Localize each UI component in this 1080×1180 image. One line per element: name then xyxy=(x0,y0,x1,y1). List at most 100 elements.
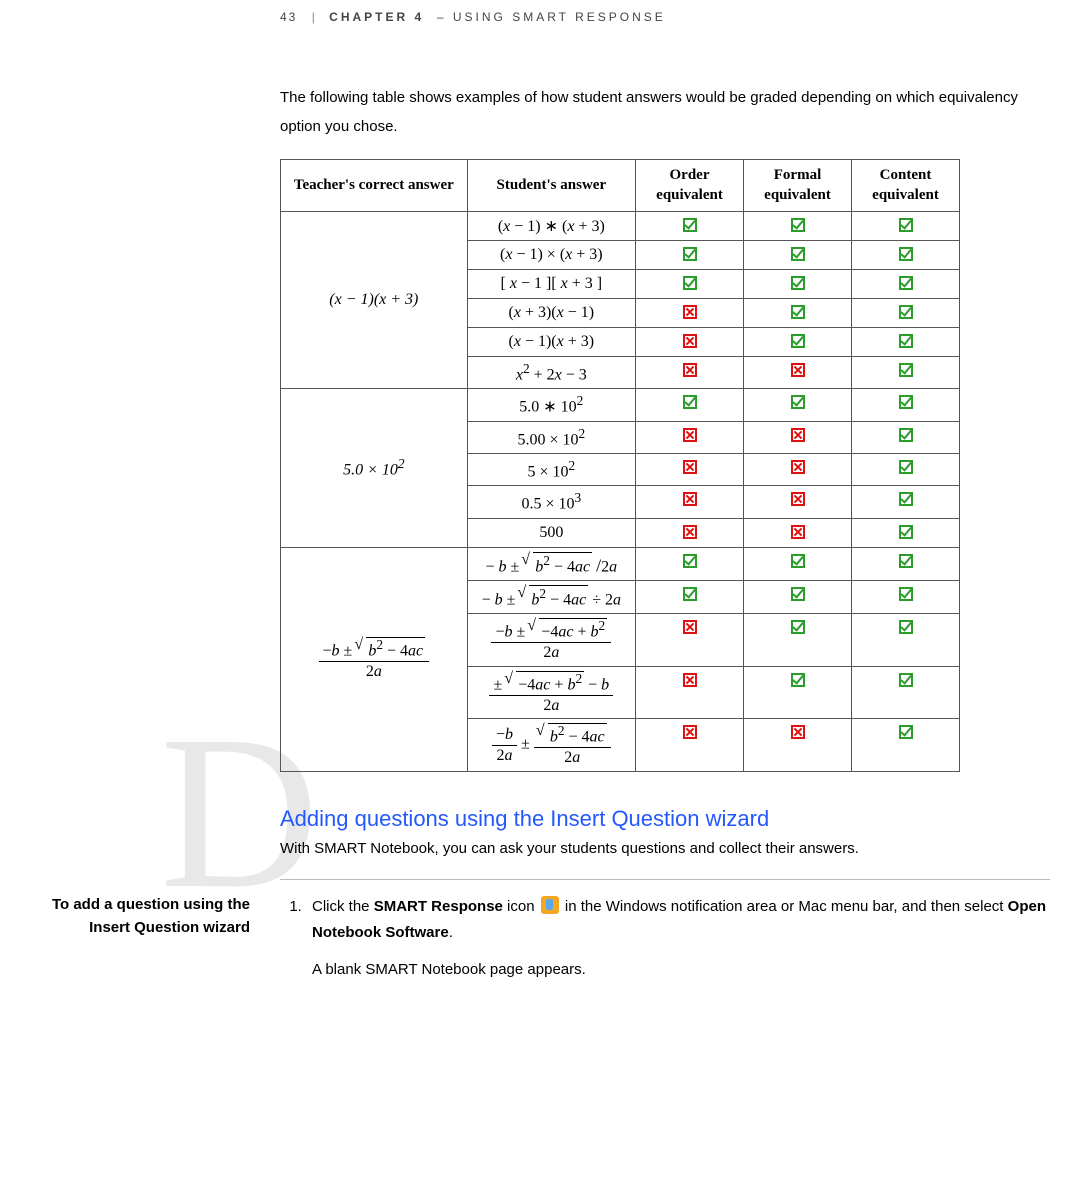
teacher-answer-cell: 5.0 × 102 xyxy=(281,389,468,547)
mark-cell xyxy=(744,328,852,357)
col-content: Content equivalent xyxy=(852,160,960,212)
section-subtext: With SMART Notebook, you can ask your st… xyxy=(280,836,1050,862)
mark-cell xyxy=(636,241,744,270)
table-header-row: Teacher's correct answer Student's answe… xyxy=(281,160,960,212)
cross-icon xyxy=(683,673,697,687)
mark-cell xyxy=(852,547,960,580)
mark-cell xyxy=(744,486,852,518)
mark-cell xyxy=(852,421,960,453)
check-icon xyxy=(899,247,913,261)
mark-cell xyxy=(852,614,960,667)
teacher-answer-cell: −b ± b2 − 4ac2a xyxy=(281,547,468,771)
check-icon xyxy=(791,620,805,634)
mark-cell xyxy=(744,614,852,667)
mark-cell xyxy=(744,241,852,270)
check-icon xyxy=(791,218,805,232)
mark-cell xyxy=(636,719,744,772)
col-formal: Formal equivalent xyxy=(744,160,852,212)
mark-cell xyxy=(852,270,960,299)
cross-icon xyxy=(791,525,805,539)
student-answer-cell: 0.5 × 103 xyxy=(467,486,635,518)
check-icon xyxy=(791,247,805,261)
cross-icon xyxy=(683,305,697,319)
intro-paragraph: The following table shows examples of ho… xyxy=(280,84,1050,141)
mark-cell xyxy=(744,547,852,580)
mark-cell xyxy=(852,666,960,719)
chapter-label: CHAPTER 4 xyxy=(329,10,424,24)
check-icon xyxy=(791,673,805,687)
check-icon xyxy=(791,334,805,348)
student-answer-cell: ± −4ac + b2 − b2a xyxy=(467,666,635,719)
mark-cell xyxy=(852,453,960,485)
mark-cell xyxy=(852,299,960,328)
cross-icon xyxy=(791,460,805,474)
mark-cell xyxy=(852,389,960,421)
student-answer-cell: − b ± b2 − 4ac /2a xyxy=(467,547,635,580)
check-icon xyxy=(899,305,913,319)
cross-icon xyxy=(683,492,697,506)
student-answer-cell: −b2a ± b2 − 4ac2a xyxy=(467,719,635,772)
col-order: Order equivalent xyxy=(636,160,744,212)
equivalency-table: Teacher's correct answer Student's answe… xyxy=(280,159,960,772)
check-icon xyxy=(899,334,913,348)
mark-cell xyxy=(636,666,744,719)
mark-cell xyxy=(636,580,744,613)
student-answer-cell: (x − 1) ∗ (x + 3) xyxy=(467,212,635,241)
mark-cell xyxy=(636,486,744,518)
mark-cell xyxy=(636,421,744,453)
smart-response-icon xyxy=(541,896,559,914)
mark-cell xyxy=(852,719,960,772)
cross-icon xyxy=(683,363,697,377)
mark-cell xyxy=(636,357,744,389)
student-answer-cell: 5 × 102 xyxy=(467,453,635,485)
mark-cell xyxy=(636,299,744,328)
cross-icon xyxy=(683,460,697,474)
cross-icon xyxy=(683,725,697,739)
check-icon xyxy=(791,587,805,601)
cross-icon xyxy=(683,334,697,348)
check-icon xyxy=(899,428,913,442)
col-student: Student's answer xyxy=(467,160,635,212)
col-teacher: Teacher's correct answer xyxy=(281,160,468,212)
mark-cell xyxy=(744,212,852,241)
mark-cell xyxy=(744,421,852,453)
mark-cell xyxy=(852,212,960,241)
check-icon xyxy=(683,554,697,568)
section-heading: Adding questions using the Insert Questi… xyxy=(280,806,1050,832)
teacher-answer-cell: (x − 1)(x + 3) xyxy=(281,212,468,389)
student-answer-cell: (x − 1)(x + 3) xyxy=(467,328,635,357)
mark-cell xyxy=(636,389,744,421)
check-icon xyxy=(683,276,697,290)
check-icon xyxy=(899,587,913,601)
divider xyxy=(280,879,1050,880)
cross-icon xyxy=(791,725,805,739)
student-answer-cell: 5.0 ∗ 102 xyxy=(467,389,635,421)
check-icon xyxy=(899,725,913,739)
check-icon xyxy=(899,276,913,290)
check-icon xyxy=(791,395,805,409)
student-answer-cell: 5.00 × 102 xyxy=(467,421,635,453)
procedure-followup: A blank SMART Notebook page appears. xyxy=(312,957,1050,983)
check-icon xyxy=(791,305,805,319)
mark-cell xyxy=(852,486,960,518)
check-icon xyxy=(899,460,913,474)
mark-cell xyxy=(636,270,744,299)
mark-cell xyxy=(852,357,960,389)
mark-cell xyxy=(744,299,852,328)
cross-icon xyxy=(791,492,805,506)
mark-cell xyxy=(636,453,744,485)
student-answer-cell: x2 + 2x − 3 xyxy=(467,357,635,389)
mark-cell xyxy=(636,328,744,357)
check-icon xyxy=(683,587,697,601)
mark-cell xyxy=(852,328,960,357)
mark-cell xyxy=(744,357,852,389)
student-answer-cell: 500 xyxy=(467,518,635,547)
check-icon xyxy=(899,620,913,634)
check-icon xyxy=(899,395,913,409)
mark-cell xyxy=(744,518,852,547)
mark-cell xyxy=(852,241,960,270)
mark-cell xyxy=(744,270,852,299)
check-icon xyxy=(683,247,697,261)
procedure-step-1: Click the SMART Response icon in the Win… xyxy=(306,894,1050,945)
table-row: (x − 1)(x + 3)(x − 1) ∗ (x + 3) xyxy=(281,212,960,241)
